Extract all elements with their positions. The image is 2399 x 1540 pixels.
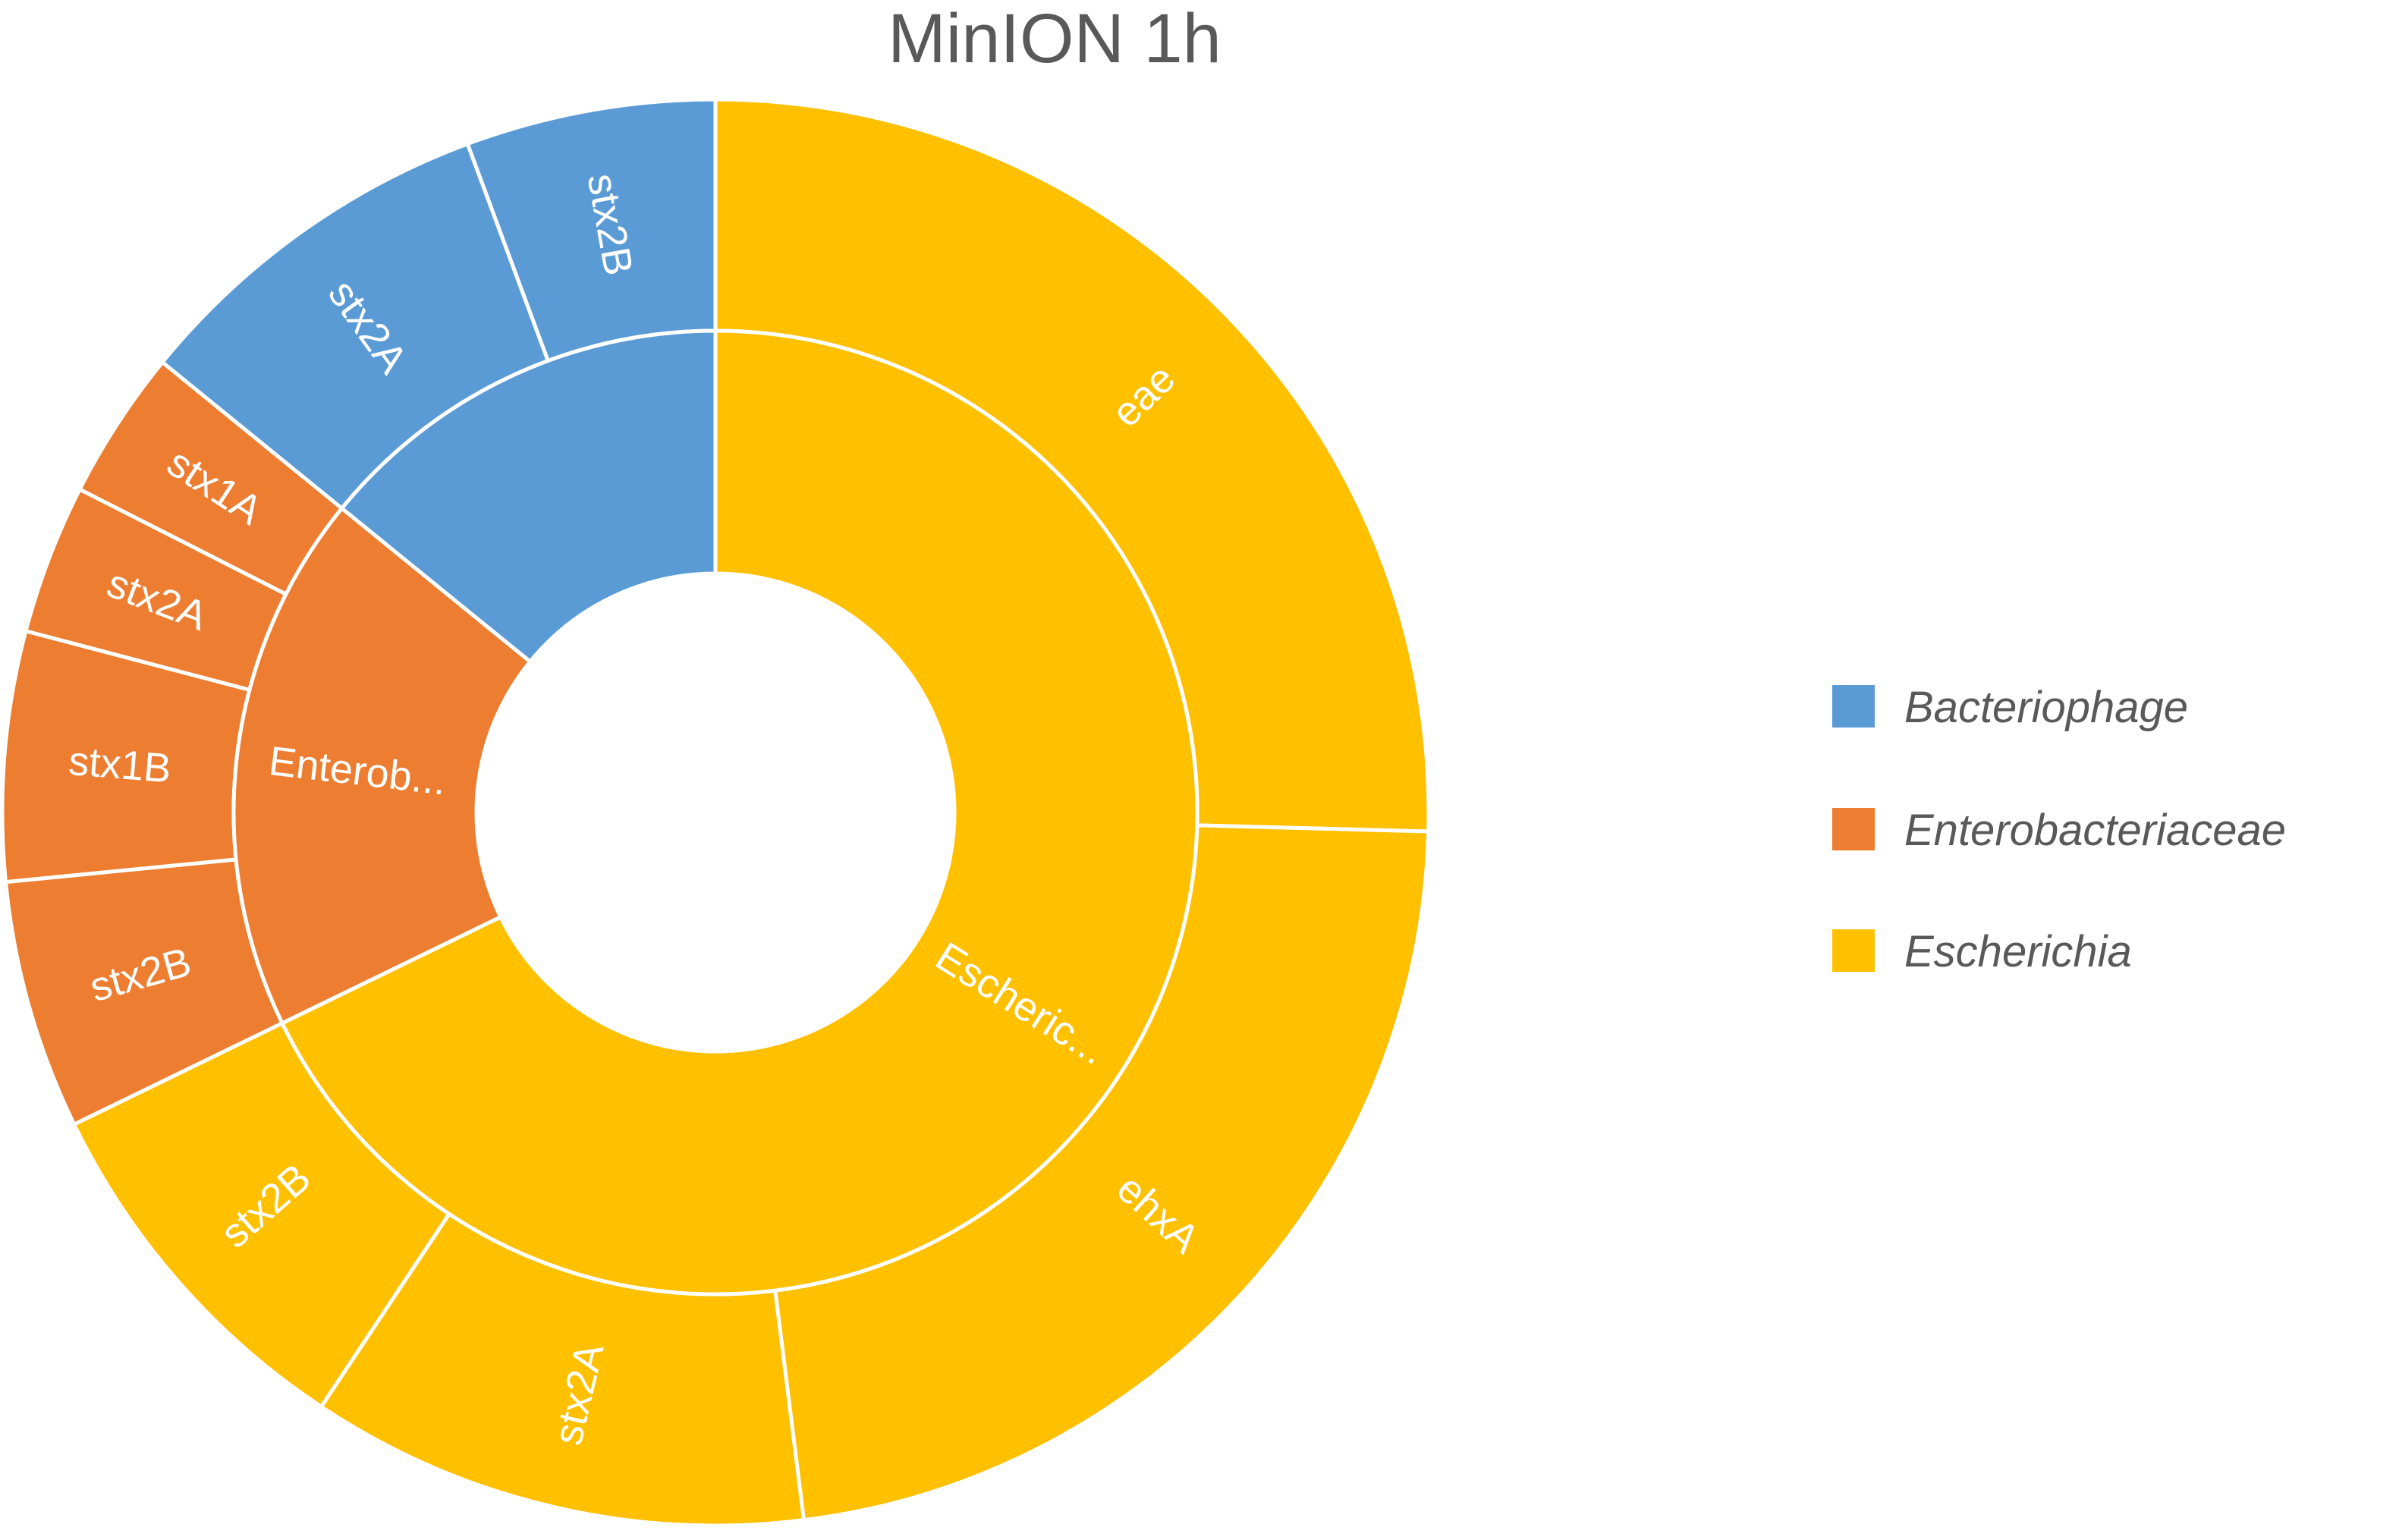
segment-label-enterobacteriaceae-stx1b: stx1B	[67, 738, 172, 792]
sunburst-rings	[0, 97, 1431, 1528]
segment-enterobacteriaceae	[231, 505, 533, 1026]
segment-escherichia	[279, 328, 1200, 1296]
chart-title: MinION 1h	[888, 0, 1222, 77]
legend-swatch-bacteriophage	[1832, 685, 1875, 728]
legend-label-enterobacteriaceae: Enterobacteriaceae	[1904, 806, 2286, 855]
legend-label-bacteriophage: Bacteriophage	[1904, 683, 2188, 732]
segment-bacteriophage	[339, 328, 718, 665]
legend-swatch-enterobacteriaceae	[1832, 808, 1875, 850]
legend-label-escherichia: Escherichia	[1904, 927, 2132, 976]
legend-swatch-escherichia	[1832, 929, 1875, 972]
chart-legend: Bacteriophage Enterobacteriaceae Escheri…	[1832, 683, 2286, 976]
